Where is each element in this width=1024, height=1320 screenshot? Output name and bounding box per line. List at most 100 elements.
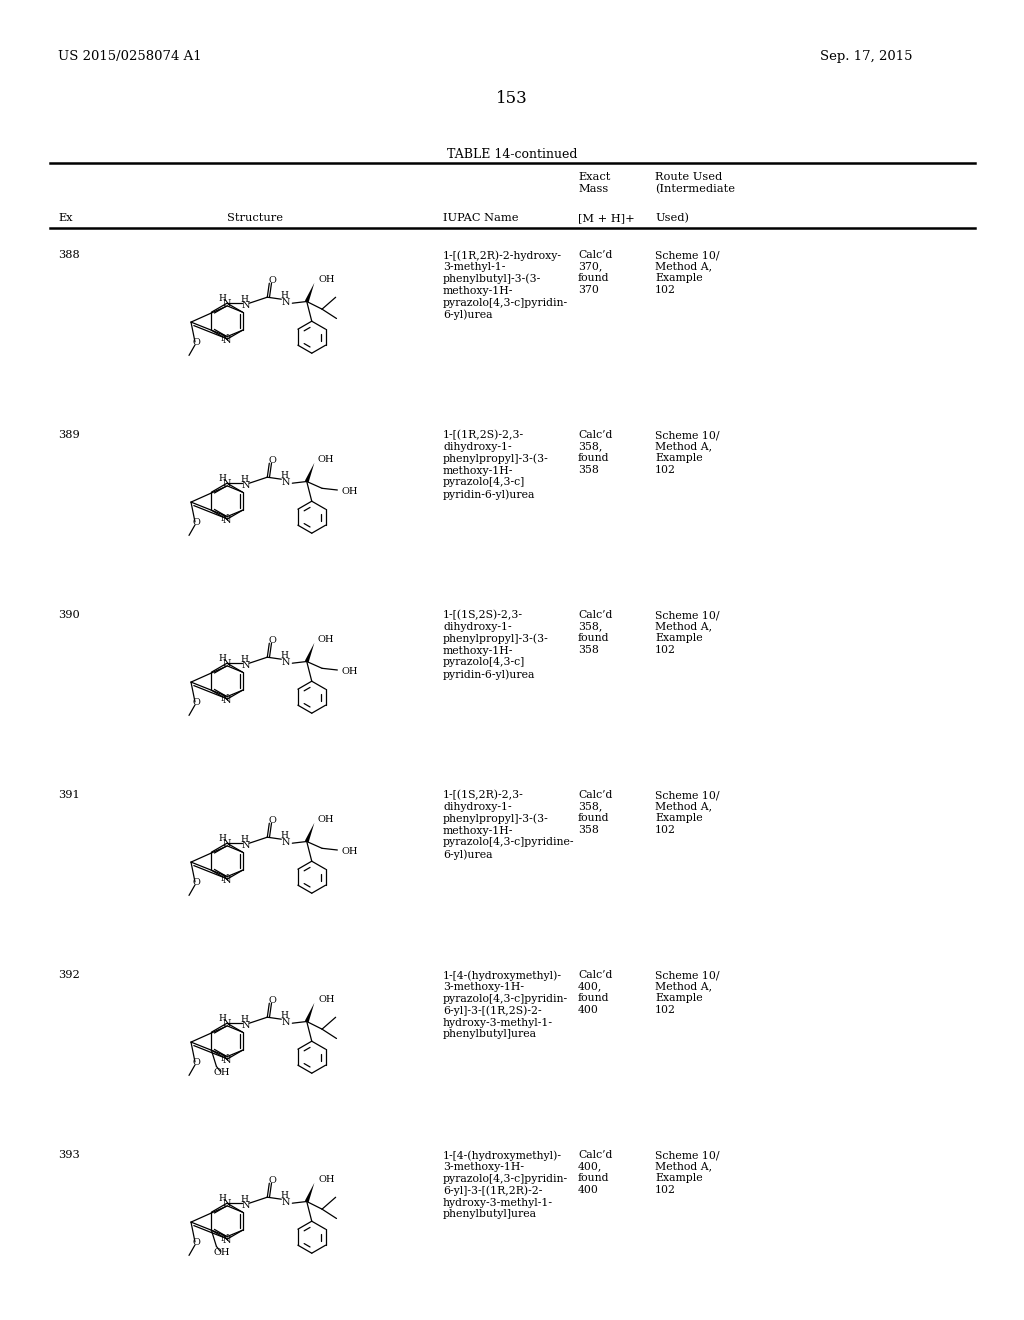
Text: IUPAC Name: IUPAC Name	[443, 213, 518, 223]
Text: N: N	[282, 298, 291, 306]
Text: Route Used: Route Used	[655, 172, 722, 182]
Text: Calc’d
358,
found
358: Calc’d 358, found 358	[578, 430, 612, 475]
Text: O: O	[193, 519, 200, 528]
Text: 1-[4-(hydroxymethyl)-
3-methoxy-1H-
pyrazolo[4,3-c]pyridin-
6-yl]-3-[(1R,2R)-2-
: 1-[4-(hydroxymethyl)- 3-methoxy-1H- pyra…	[443, 1150, 568, 1220]
Text: N: N	[223, 479, 231, 488]
Text: H: H	[241, 834, 248, 843]
Text: N: N	[242, 480, 251, 490]
Text: 1-[(1S,2S)-2,3-
dihydroxy-1-
phenylpropyl]-3-(3-
methoxy-1H-
pyrazolo[4,3-c]
pyr: 1-[(1S,2S)-2,3- dihydroxy-1- phenylpropy…	[443, 610, 549, 680]
Text: 388: 388	[58, 249, 80, 260]
Text: 390: 390	[58, 610, 80, 620]
Text: H: H	[218, 834, 226, 843]
Text: N: N	[223, 1056, 231, 1065]
Text: OH: OH	[213, 1068, 229, 1077]
Text: [M + H]+: [M + H]+	[578, 213, 635, 223]
Text: N: N	[242, 1201, 251, 1209]
Text: H: H	[218, 1195, 226, 1204]
Text: O: O	[268, 636, 276, 644]
Text: 1-[4-(hydroxymethyl)-
3-methoxy-1H-
pyrazolo[4,3-c]pyridin-
6-yl]-3-[(1R,2S)-2-
: 1-[4-(hydroxymethyl)- 3-methoxy-1H- pyra…	[443, 970, 568, 1039]
Text: H: H	[241, 475, 248, 483]
Text: N: N	[282, 1018, 291, 1027]
Text: N: N	[223, 1200, 231, 1208]
Text: OH: OH	[341, 667, 357, 676]
Text: N: N	[282, 1197, 291, 1206]
Text: H: H	[218, 474, 226, 483]
Text: O: O	[193, 1059, 200, 1068]
Text: OH: OH	[341, 487, 357, 495]
Text: Calc’d
358,
found
358: Calc’d 358, found 358	[578, 789, 612, 834]
Text: O: O	[193, 338, 200, 347]
Text: 392: 392	[58, 970, 80, 979]
Text: N: N	[223, 516, 231, 525]
Text: US 2015/0258074 A1: US 2015/0258074 A1	[58, 50, 202, 63]
Text: N: N	[242, 661, 251, 669]
Text: N: N	[223, 300, 231, 309]
Text: N: N	[223, 1019, 231, 1028]
Text: H: H	[281, 830, 288, 840]
Text: H: H	[218, 655, 226, 664]
Polygon shape	[305, 463, 314, 482]
Text: H: H	[241, 1195, 248, 1204]
Text: 389: 389	[58, 430, 80, 440]
Text: N: N	[223, 1236, 231, 1245]
Text: O: O	[268, 1176, 276, 1185]
Text: OH: OH	[317, 455, 334, 465]
Text: Calc’d
370,
found
370: Calc’d 370, found 370	[578, 249, 612, 294]
Text: O: O	[193, 1238, 200, 1247]
Text: N: N	[223, 875, 231, 884]
Text: O: O	[268, 816, 276, 825]
Text: Calc’d
400,
found
400: Calc’d 400, found 400	[578, 1150, 612, 1195]
Polygon shape	[305, 1003, 314, 1022]
Text: N: N	[282, 478, 291, 487]
Text: Used): Used)	[655, 213, 689, 223]
Text: N: N	[221, 513, 229, 523]
Text: N: N	[223, 840, 231, 849]
Text: Calc’d
400,
found
400: Calc’d 400, found 400	[578, 970, 612, 1015]
Text: (Intermediate: (Intermediate	[655, 183, 735, 194]
Text: H: H	[218, 1014, 226, 1023]
Polygon shape	[305, 282, 314, 302]
Text: N: N	[221, 874, 229, 883]
Text: H: H	[218, 294, 226, 304]
Text: Calc’d
358,
found
358: Calc’d 358, found 358	[578, 610, 612, 655]
Text: OH: OH	[317, 816, 334, 824]
Text: N: N	[223, 660, 231, 668]
Text: Ex: Ex	[58, 213, 73, 223]
Text: N: N	[221, 694, 229, 704]
Text: Scheme 10/
Method A,
Example
102: Scheme 10/ Method A, Example 102	[655, 1150, 720, 1195]
Text: Structure: Structure	[227, 213, 283, 223]
Text: H: H	[241, 1015, 248, 1024]
Text: O: O	[268, 455, 276, 465]
Text: OH: OH	[317, 635, 334, 644]
Text: 393: 393	[58, 1150, 80, 1160]
Text: N: N	[282, 838, 291, 846]
Text: Scheme 10/
Method A,
Example
102: Scheme 10/ Method A, Example 102	[655, 789, 720, 834]
Text: 1-[(1R,2R)-2-hydroxy-
3-methyl-1-
phenylbutyl]-3-(3-
methoxy-1H-
pyrazolo[4,3-c]: 1-[(1R,2R)-2-hydroxy- 3-methyl-1- phenyl…	[443, 249, 568, 319]
Text: OH: OH	[341, 846, 357, 855]
Text: Exact: Exact	[578, 172, 610, 182]
Text: N: N	[282, 657, 291, 667]
Text: OH: OH	[318, 276, 335, 284]
Text: 1-[(1S,2R)-2,3-
dihydroxy-1-
phenylpropyl]-3-(3-
methoxy-1H-
pyrazolo[4,3-c]pyri: 1-[(1S,2R)-2,3- dihydroxy-1- phenylpropy…	[443, 789, 574, 859]
Text: O: O	[193, 698, 200, 708]
Text: N: N	[223, 335, 231, 345]
Text: Scheme 10/
Method A,
Example
102: Scheme 10/ Method A, Example 102	[655, 430, 720, 475]
Text: Scheme 10/
Method A,
Example
102: Scheme 10/ Method A, Example 102	[655, 249, 720, 294]
Text: N: N	[221, 334, 229, 343]
Text: 391: 391	[58, 789, 80, 800]
Text: 1-[(1R,2S)-2,3-
dihydroxy-1-
phenylpropyl]-3-(3-
methoxy-1H-
pyrazolo[4,3-c]
pyr: 1-[(1R,2S)-2,3- dihydroxy-1- phenylpropy…	[443, 430, 549, 500]
Text: N: N	[242, 841, 251, 850]
Text: Scheme 10/
Method A,
Example
102: Scheme 10/ Method A, Example 102	[655, 970, 720, 1015]
Polygon shape	[305, 643, 314, 663]
Text: H: H	[281, 1011, 288, 1020]
Text: Mass: Mass	[578, 183, 608, 194]
Text: OH: OH	[318, 1175, 335, 1184]
Text: O: O	[268, 276, 276, 285]
Text: 153: 153	[496, 90, 528, 107]
Text: H: H	[281, 290, 288, 300]
Text: N: N	[223, 696, 231, 705]
Text: N: N	[242, 301, 251, 310]
Text: H: H	[241, 294, 248, 304]
Text: OH: OH	[318, 995, 335, 1005]
Text: N: N	[221, 1234, 229, 1243]
